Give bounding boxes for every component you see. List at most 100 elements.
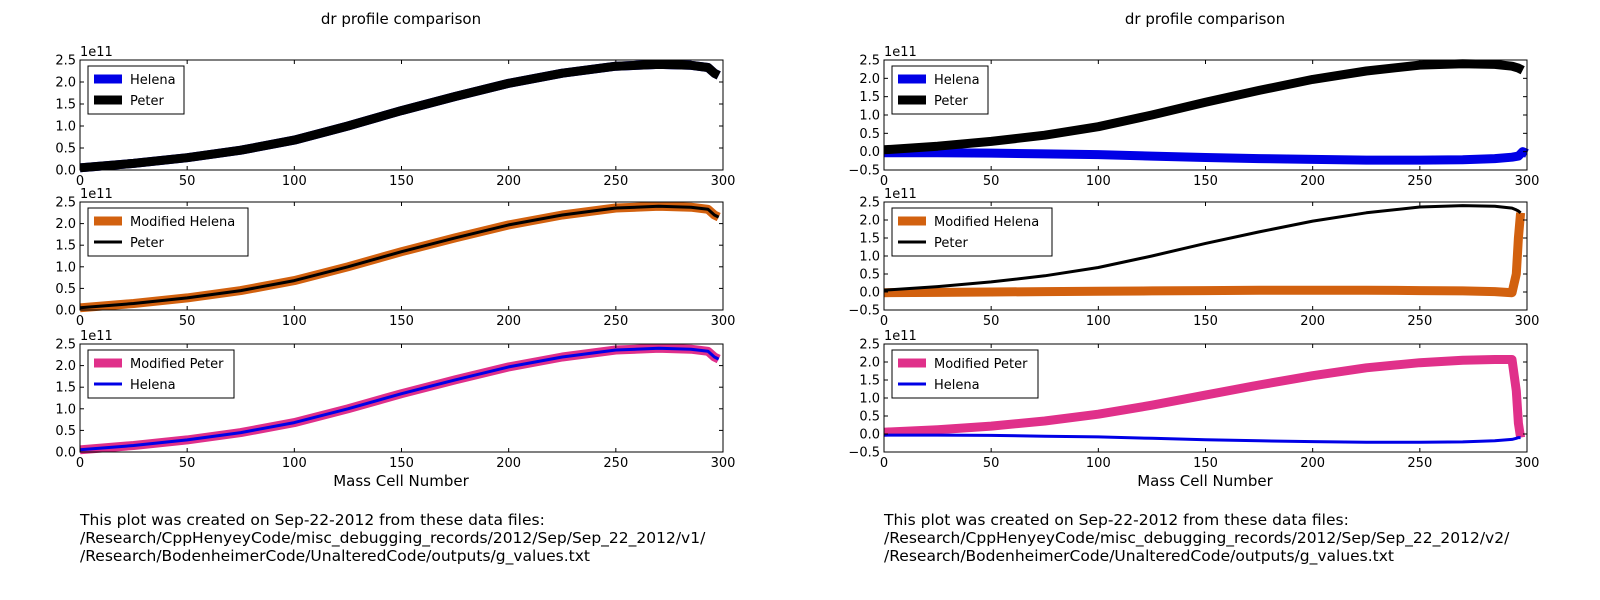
y-tick-label: 2.0	[55, 76, 76, 91]
note-line: /Research/CppHenyeyCode/misc_debugging_r…	[80, 529, 706, 547]
x-tick-label: 50	[179, 174, 196, 189]
legend-label: Peter	[130, 94, 164, 109]
x-tick-label: 50	[983, 174, 1000, 189]
x-tick-label: 50	[179, 314, 196, 329]
x-tick-label: 0	[880, 174, 888, 189]
x-tick-label: 150	[1193, 314, 1218, 329]
y-tick-label: 0.0	[859, 286, 880, 301]
y-tick-label: 2.0	[859, 72, 880, 87]
x-tick-label: 150	[389, 174, 414, 189]
y-tick-label: 0.5	[55, 282, 76, 297]
y-scale-label: 1e11	[884, 45, 917, 60]
y-tick-label: 0.0	[55, 304, 76, 319]
series-line-1	[884, 147, 1529, 165]
legend-label: Helena	[934, 378, 980, 393]
legend-label: Modified Peter	[130, 357, 224, 372]
x-tick-label: 300	[1515, 174, 1540, 189]
subplot-5: 0 50 100 150 200 250 300 −0.5 0.0 0.5 1.0 1.5 2.0 2.5…	[848, 187, 1539, 329]
y-tick-label: 2.5	[55, 54, 76, 69]
x-tick-label: 100	[282, 174, 307, 189]
legend-box	[891, 349, 1039, 399]
x-tick-label: 50	[179, 456, 196, 471]
y-tick-label: −0.5	[848, 304, 880, 319]
y-tick-label: 2.0	[55, 359, 76, 374]
x-tick-label: 150	[389, 314, 414, 329]
y-tick-label: 2.0	[859, 214, 880, 229]
subplot-3: 0 50 100 150 200 250 300 0.0 0.5 1.0 1.5 2.0 2.5 1e11…	[55, 329, 735, 471]
x-tick-label: 150	[1193, 174, 1218, 189]
legend-label: Helena	[130, 73, 176, 88]
x-tick-label: 250	[603, 456, 628, 471]
legend-label: Helena	[934, 73, 980, 88]
provenance-note-right: This plot was created on Sep-22-2012 fro…	[884, 511, 1600, 565]
figure-title-right: dr profile comparison	[1125, 10, 1285, 28]
x-tick-label: 200	[1300, 456, 1325, 471]
legend-box	[891, 65, 989, 115]
x-tick-label: 0	[76, 314, 84, 329]
series-line-2	[79, 346, 720, 452]
x-tick-label: 250	[1407, 456, 1432, 471]
x-tick-label: 50	[983, 456, 1000, 471]
subplot-1: 0 50 100 150 200 250 300 0.0 0.5 1.0 1.5 2.0 2.5 1e11…	[55, 45, 735, 189]
subplot-4: 0 50 100 150 200 250 300 −0.5 0.0 0.5 1.0 1.5 2.0 2.5…	[848, 45, 1539, 189]
legend-box	[87, 349, 235, 399]
note-line: This plot was created on Sep-22-2012 fro…	[80, 511, 545, 529]
x-axis-label-left: Mass Cell Number	[333, 472, 469, 490]
x-tick-label: 300	[711, 456, 736, 471]
y-tick-label: 0.0	[55, 446, 76, 461]
x-tick-label: 200	[1300, 174, 1325, 189]
series-line-2	[884, 433, 1521, 444]
y-tick-label: 2.0	[859, 356, 880, 371]
legend-box	[87, 207, 249, 257]
y-tick-label: 1.5	[859, 232, 880, 247]
legend-label: Modified Helena	[130, 215, 235, 230]
y-tick-label: 0.0	[859, 145, 880, 160]
y-tick-label: 1.5	[55, 98, 76, 113]
x-tick-label: 100	[1086, 456, 1111, 471]
x-axis-label-right: Mass Cell Number	[1137, 472, 1273, 490]
x-tick-label: 150	[389, 456, 414, 471]
x-tick-label: 100	[282, 456, 307, 471]
legend-label: Peter	[934, 236, 968, 251]
y-scale-label: 1e11	[80, 329, 113, 344]
legend-box	[87, 65, 185, 115]
y-tick-label: −0.5	[848, 446, 880, 461]
series-line-2	[883, 204, 1522, 292]
y-tick-label: 0.0	[859, 428, 880, 443]
y-tick-label: 1.0	[55, 120, 76, 135]
y-tick-label: 1.5	[55, 381, 76, 396]
y-tick-label: 1.0	[859, 392, 880, 407]
x-tick-label: 250	[1407, 174, 1432, 189]
legend-label: Peter	[934, 94, 968, 109]
subplot-6: 0 50 100 150 200 250 300 −0.5 0.0 0.5 1.0 1.5 2.0 2.5…	[848, 329, 1539, 471]
y-tick-label: 2.5	[55, 338, 76, 353]
y-tick-label: 1.0	[859, 109, 880, 124]
x-tick-label: 100	[282, 314, 307, 329]
x-tick-label: 300	[1515, 456, 1540, 471]
legend-label: Helena	[130, 378, 176, 393]
note-line: /Research/BodenheimerCode/UnalteredCode/…	[80, 547, 591, 565]
y-tick-label: 1.5	[859, 90, 880, 105]
series-line-2	[79, 59, 721, 173]
provenance-note-left: This plot was created on Sep-22-2012 fro…	[80, 511, 800, 565]
x-tick-label: 100	[1086, 174, 1111, 189]
series-line-1	[883, 212, 1526, 298]
x-tick-label: 250	[603, 174, 628, 189]
legend-label: Peter	[130, 236, 164, 251]
y-tick-label: 2.0	[55, 217, 76, 232]
x-tick-label: 300	[711, 174, 736, 189]
y-scale-label: 1e11	[884, 329, 917, 344]
x-tick-label: 0	[880, 314, 888, 329]
x-tick-label: 100	[1086, 314, 1111, 329]
y-tick-label: 2.5	[859, 54, 880, 69]
x-tick-label: 200	[1300, 314, 1325, 329]
y-tick-label: 2.5	[859, 196, 880, 211]
y-tick-label: 2.5	[859, 338, 880, 353]
x-tick-label: 200	[496, 174, 521, 189]
legend-box	[891, 207, 1053, 257]
y-scale-label: 1e11	[884, 187, 917, 202]
series-line-2	[79, 204, 720, 310]
x-tick-label: 300	[711, 314, 736, 329]
note-line: /Research/BodenheimerCode/UnalteredCode/…	[884, 547, 1395, 565]
